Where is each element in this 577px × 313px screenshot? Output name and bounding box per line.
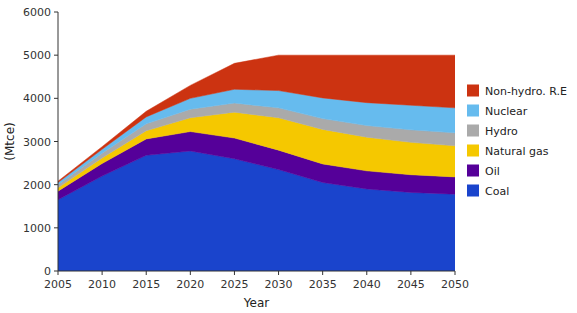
legend-label: Hydro	[485, 125, 518, 138]
x-tick	[278, 271, 279, 275]
x-tick	[366, 271, 367, 275]
x-tick-label: 2020	[176, 278, 204, 291]
x-tick-label: 2045	[397, 278, 425, 291]
y-tick-label: 4000	[23, 92, 51, 105]
legend-label: Oil	[485, 165, 500, 178]
y-axis-label: (Mtce)	[3, 122, 17, 160]
x-tick	[234, 271, 235, 275]
x-tick-label: 2050	[441, 278, 469, 291]
x-tick	[322, 271, 323, 275]
legend-swatch	[467, 165, 479, 177]
legend-label: Non-hydro. R.E	[485, 85, 567, 98]
x-tick-label: 2040	[353, 278, 381, 291]
x-tick	[102, 271, 103, 275]
y-tick-label: 3000	[23, 136, 51, 149]
x-axis-label: Year	[243, 296, 269, 310]
y-tick	[54, 98, 58, 99]
legend: Non-hydro. R.E Nuclear Hydro Natural gas Oil…	[467, 85, 567, 198]
areas	[58, 55, 455, 271]
y-tick	[54, 271, 58, 272]
legend-swatch	[467, 85, 479, 97]
y-tick	[54, 141, 58, 142]
y-tick	[54, 184, 58, 185]
legend-label: Nuclear	[485, 105, 528, 118]
y-tick-label: 1000	[23, 222, 51, 235]
x-tick	[410, 271, 411, 275]
x-tick	[455, 271, 456, 275]
y-tick-label: 0	[44, 265, 51, 278]
legend-swatch	[467, 145, 479, 157]
area	[58, 55, 455, 182]
legend-label: Natural gas	[485, 145, 549, 158]
legend-swatch	[467, 185, 479, 197]
y-tick-label: 2000	[23, 179, 51, 192]
chart: 0 1000 2000 3000 4000 5000 6000 2005 2010 2015 202…	[0, 0, 577, 313]
y-tick	[54, 227, 58, 228]
x-tick-label: 2025	[220, 278, 248, 291]
x-tick	[146, 271, 147, 275]
legend-label: Coal	[485, 185, 509, 198]
legend-swatch	[467, 105, 479, 117]
x-tick	[58, 271, 59, 275]
x-tick-label: 2030	[265, 278, 293, 291]
legend-swatch	[467, 125, 479, 137]
x-tick-label: 2005	[44, 278, 72, 291]
y-tick-label: 6000	[23, 6, 51, 19]
y-tick-label: 5000	[23, 49, 51, 62]
x-tick-label: 2015	[132, 278, 160, 291]
y-tick	[54, 12, 58, 13]
x-tick-label: 2035	[309, 278, 337, 291]
x-tick-label: 2010	[88, 278, 116, 291]
y-tick	[54, 55, 58, 56]
x-tick	[190, 271, 191, 275]
x-axis-line	[58, 271, 455, 272]
